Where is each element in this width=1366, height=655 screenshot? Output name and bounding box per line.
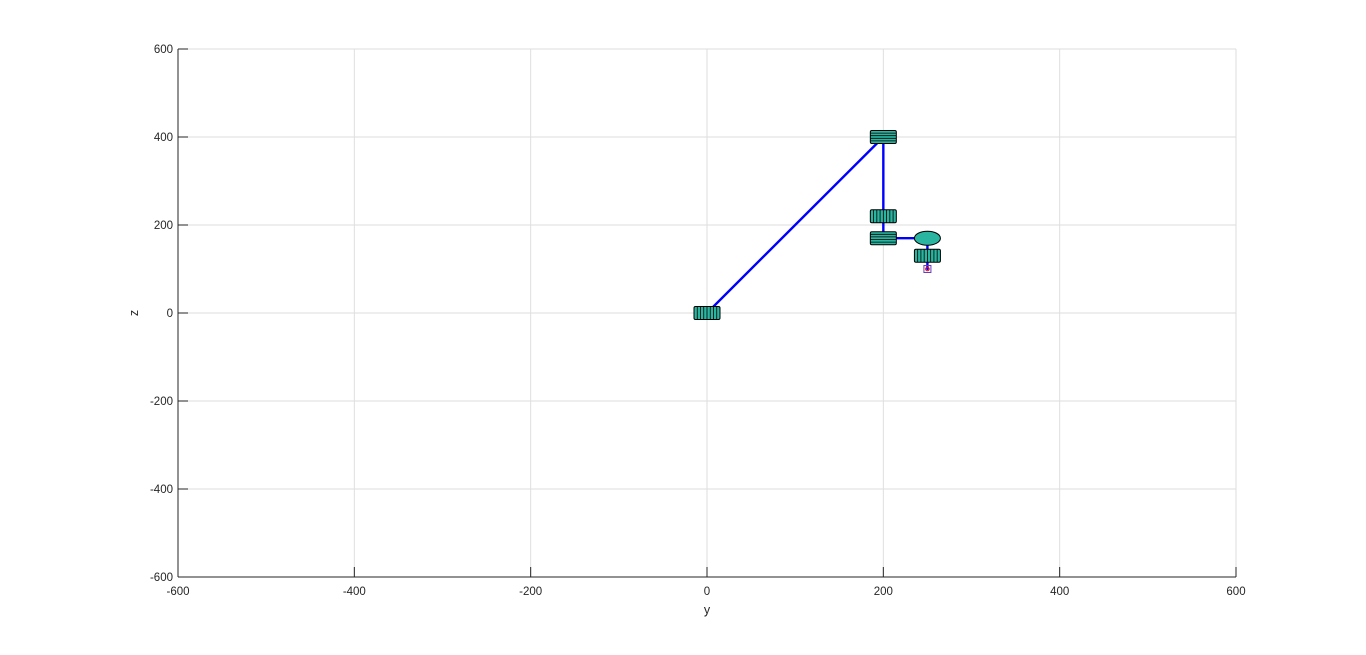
joint-body <box>869 231 897 246</box>
axes-layer <box>177 48 1237 578</box>
y-tick-label: 400 <box>154 132 173 144</box>
y-tick-label: -200 <box>150 396 173 408</box>
x-tick-label: 600 <box>1226 586 1245 598</box>
end-effector-inner <box>925 266 930 272</box>
x-tick-label: 200 <box>874 586 893 598</box>
joint-marker <box>869 209 897 224</box>
x-tick-label: -600 <box>166 586 189 598</box>
x-axis-label: y <box>704 603 711 617</box>
joint-ellipse <box>913 230 941 246</box>
joint-marker <box>913 248 941 263</box>
y-tick-label: -400 <box>150 484 173 496</box>
joint-marker <box>869 231 897 246</box>
joint-marker <box>913 230 941 246</box>
y-tick-label: -600 <box>150 572 173 584</box>
x-tick-label: 0 <box>704 586 710 598</box>
joint-marker <box>869 130 897 144</box>
link-segment <box>705 135 885 315</box>
joints-layer <box>693 130 941 320</box>
y-tick-label: 600 <box>154 44 173 56</box>
x-tick-label: -200 <box>519 586 542 598</box>
y-tick-label: 200 <box>154 220 173 232</box>
x-tick-label: 400 <box>1050 586 1069 598</box>
end-effector-outer <box>923 265 932 273</box>
y-axis-label: z <box>127 310 141 316</box>
labels-layer: y z -600 -400 -200 0 200 400 600 -600 -400 -200 0 2… <box>127 44 1246 617</box>
grid-layer <box>177 48 1237 578</box>
x-tick-label: -400 <box>343 586 366 598</box>
y-tick-label: 0 <box>167 308 173 320</box>
joint-body <box>869 130 897 144</box>
joint-marker <box>693 306 721 320</box>
end-effector-marker <box>923 265 932 273</box>
